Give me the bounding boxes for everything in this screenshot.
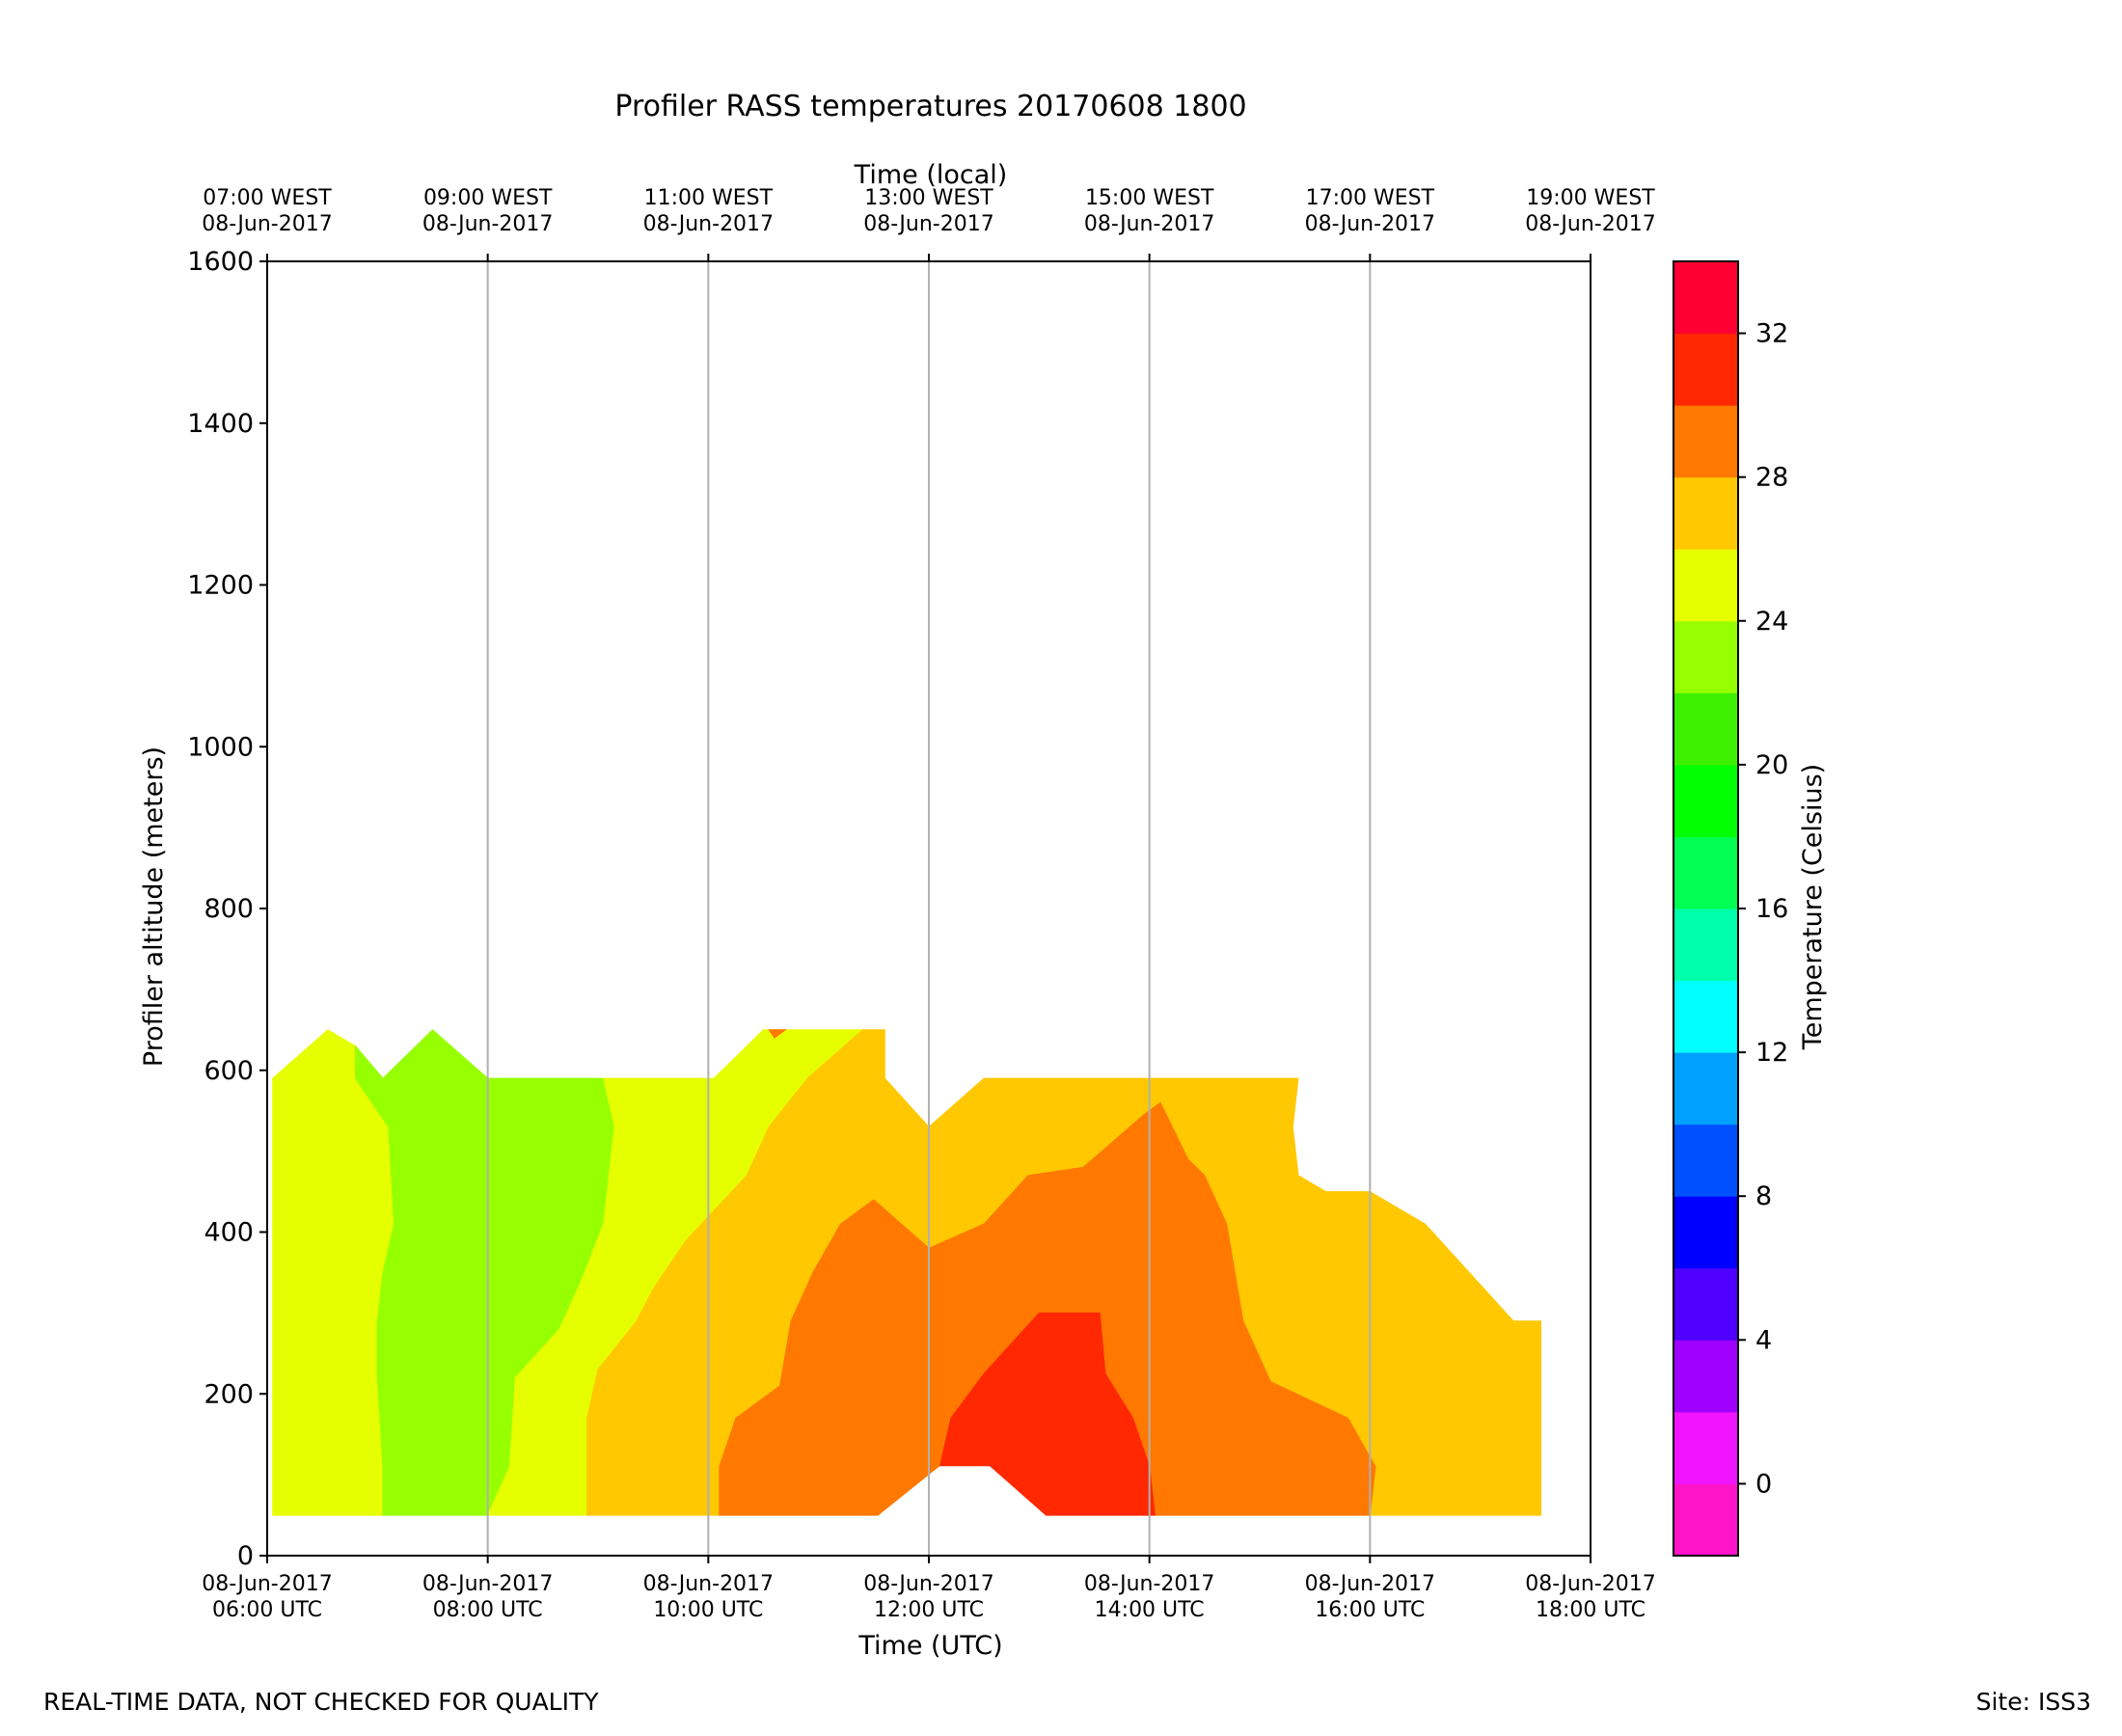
top-tick-date: 08-Jun-2017 [1525, 212, 1655, 236]
region-orange-tiny [768, 1029, 787, 1039]
x-tick-date: 08-Jun-2017 [643, 1572, 774, 1596]
top-x-axis-label: Time (local) [854, 160, 1008, 190]
x-tick-time: 16:00 UTC [1315, 1598, 1425, 1622]
x-tick-time: 18:00 UTC [1536, 1598, 1646, 1622]
top-tick-time: 15:00 WEST [1085, 186, 1214, 210]
top-tick-date: 08-Jun-2017 [422, 212, 553, 236]
x-tick-date: 08-Jun-2017 [202, 1572, 332, 1596]
x-tick-date: 08-Jun-2017 [1525, 1572, 1655, 1596]
y-axis-label: Profiler altitude (meters) [139, 746, 169, 1067]
contour-regions [272, 1029, 1541, 1516]
x-tick-date: 08-Jun-2017 [863, 1572, 993, 1596]
colorbar-tick-label: 8 [1755, 1181, 1772, 1211]
colorbar-level [1673, 405, 1738, 478]
colorbar-level [1673, 1267, 1738, 1341]
colorbar-tick-label: 12 [1755, 1038, 1788, 1068]
colorbar-level [1673, 764, 1738, 837]
x-tick-date: 08-Jun-2017 [1305, 1572, 1435, 1596]
y-tick-label: 1600 [187, 247, 254, 277]
top-tick-time: 11:00 WEST [644, 186, 774, 210]
x-tick-time: 08:00 UTC [433, 1598, 543, 1622]
colorbar-level [1673, 261, 1738, 335]
y-tick-label: 400 [204, 1218, 254, 1248]
colorbar-ticks: 0 4 8 12 16 20 24 28 32 [1738, 319, 1788, 1499]
top-tick-time: 17:00 WEST [1306, 186, 1435, 210]
colorbar-level [1673, 1124, 1738, 1197]
colorbar-level [1673, 620, 1738, 693]
top-tick-date: 08-Jun-2017 [1305, 212, 1435, 236]
y-ticks: 0 200 400 600 800 1000 1200 1400 1600 [187, 247, 267, 1571]
colorbar-level [1673, 1411, 1738, 1484]
colorbar-level [1673, 1196, 1738, 1269]
y-tick-label: 1000 [187, 732, 254, 762]
colorbar-label: Temperature (Celsius) [1798, 764, 1828, 1050]
colorbar-tick-label: 20 [1755, 750, 1788, 780]
top-tick-time: 09:00 WEST [423, 186, 553, 210]
colorbar-level [1673, 980, 1738, 1053]
x-tick-time: 06:00 UTC [212, 1598, 322, 1622]
x-tick-date: 08-Jun-2017 [422, 1572, 553, 1596]
region-white-gap [878, 1466, 1047, 1516]
colorbar-level [1673, 476, 1738, 550]
y-tick-label: 1400 [187, 409, 254, 439]
colorbar-tick-label: 24 [1755, 607, 1788, 637]
top-tick-date: 08-Jun-2017 [643, 212, 774, 236]
gridlines [486, 261, 1372, 1556]
colorbar-tick-label: 0 [1755, 1469, 1772, 1499]
colorbar-level [1673, 836, 1738, 909]
x-tick-time: 10:00 UTC [653, 1598, 763, 1622]
colorbar-tick-label: 4 [1755, 1325, 1772, 1355]
y-tick-label: 600 [204, 1056, 254, 1086]
colorbar-level [1673, 692, 1738, 766]
colorbar-level [1673, 1052, 1738, 1126]
top-tick-time: 07:00 WEST [203, 186, 332, 210]
quality-disclaimer: REAL-TIME DATA, NOT CHECKED FOR QUALITY [43, 1688, 599, 1716]
x-tick-time: 14:00 UTC [1095, 1598, 1205, 1622]
x-tick-time: 12:00 UTC [874, 1598, 984, 1622]
colorbar-level [1673, 1340, 1738, 1413]
colorbar-tick-label: 16 [1755, 894, 1788, 924]
top-tick-date: 08-Jun-2017 [202, 212, 332, 236]
top-tick-date: 08-Jun-2017 [1084, 212, 1214, 236]
y-tick-label: 800 [204, 894, 254, 924]
colorbar-level [1673, 909, 1738, 982]
top-tick-date: 08-Jun-2017 [863, 212, 993, 236]
y-tick-label: 1200 [187, 571, 254, 601]
x-tick-date: 08-Jun-2017 [1084, 1572, 1214, 1596]
site-label: Site: ISS3 [1976, 1688, 2091, 1716]
y-tick-label: 0 [237, 1541, 254, 1571]
colorbar-tick-label: 32 [1755, 319, 1788, 349]
chart-title: Profiler RASS temperatures 20170608 1800 [614, 90, 1246, 123]
colorbar-tick-label: 28 [1755, 463, 1788, 493]
colorbar [1673, 260, 1739, 1557]
top-tick-time: 19:00 WEST [1526, 186, 1655, 210]
y-tick-label: 200 [204, 1379, 254, 1409]
colorbar-level [1673, 333, 1738, 406]
bottom-x-axis-label: Time (UTC) [857, 1631, 1002, 1661]
colorbar-level [1673, 549, 1738, 622]
top-tick-time: 13:00 WEST [864, 186, 993, 210]
colorbar-level [1673, 1483, 1738, 1557]
